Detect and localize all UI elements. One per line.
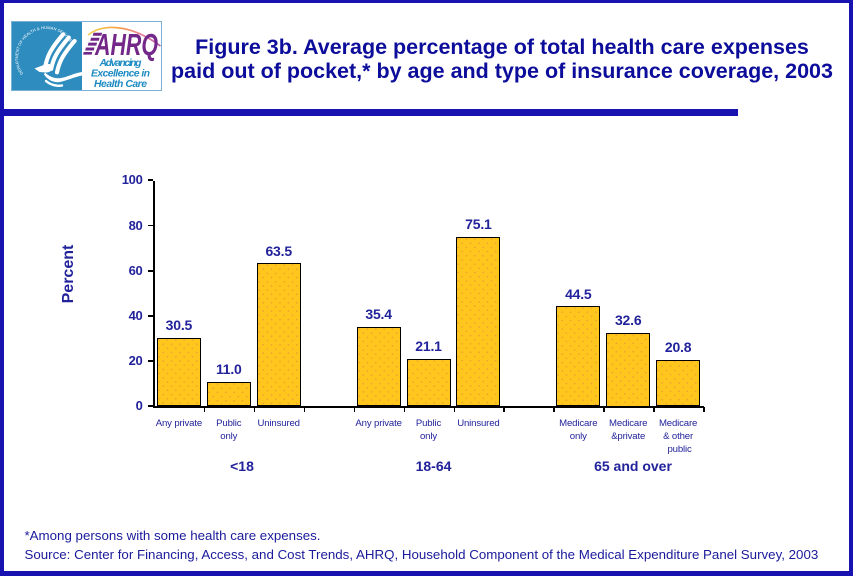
svg-text:AHRQ: AHRQ [94,27,158,62]
svg-text:Excellence in: Excellence in [91,69,150,80]
svg-text:Health Care: Health Care [94,79,147,90]
svg-text:Advancing: Advancing [99,58,143,69]
